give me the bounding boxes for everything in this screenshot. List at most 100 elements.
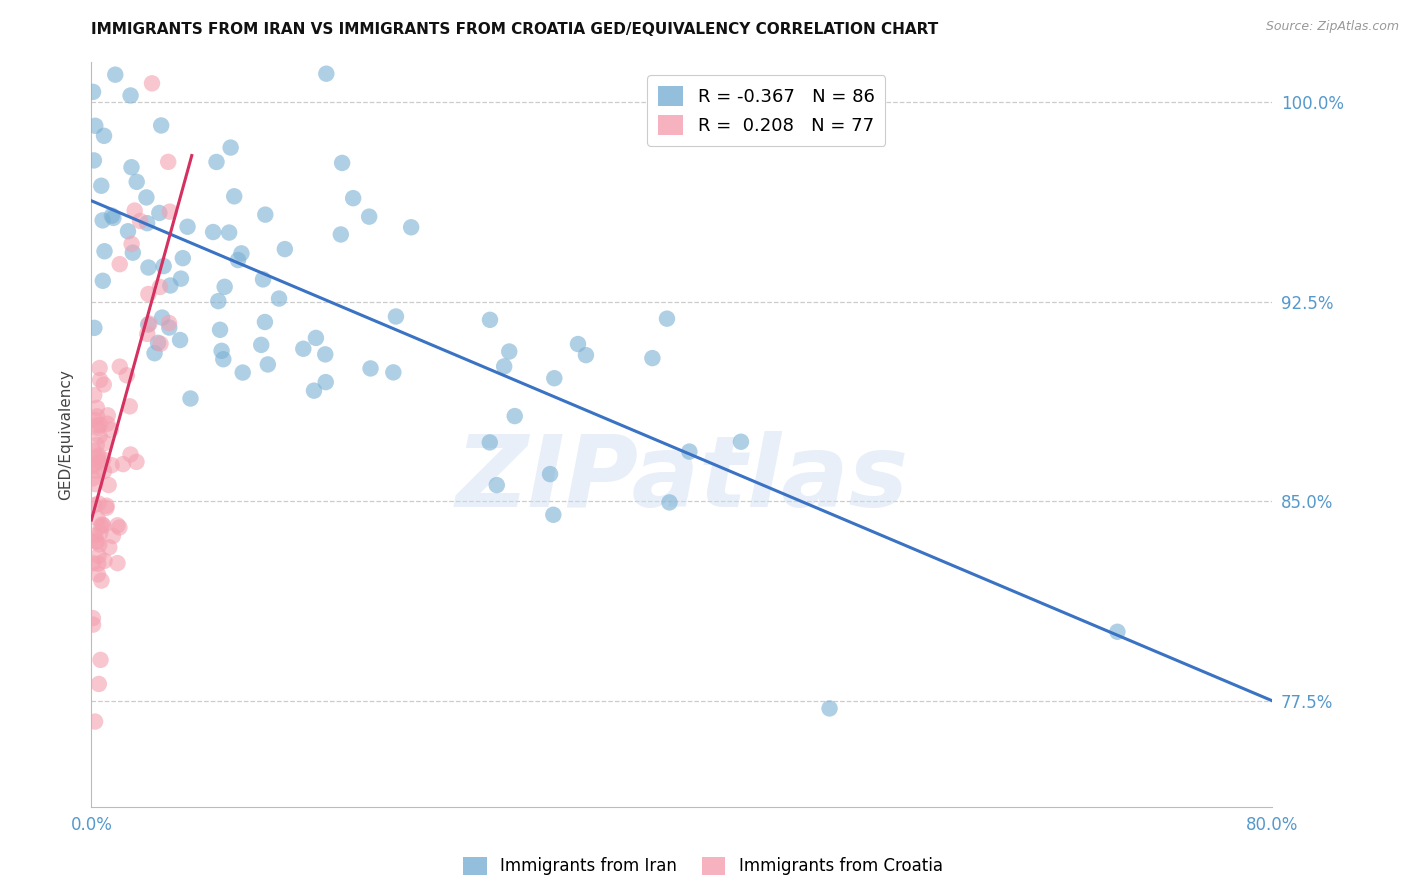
Point — [503, 409, 526, 423]
Point — [567, 337, 589, 351]
Point — [302, 384, 325, 398]
Point — [94, 436, 117, 450]
Point — [478, 435, 501, 450]
Point — [83, 388, 105, 402]
Point — [83, 153, 105, 168]
Point — [87, 455, 110, 469]
Point — [342, 191, 364, 205]
Point — [101, 209, 124, 223]
Point — [138, 260, 160, 275]
Point — [87, 421, 110, 435]
Point — [129, 214, 152, 228]
Point — [205, 155, 228, 169]
Point — [115, 368, 138, 383]
Point — [84, 119, 107, 133]
Point — [82, 458, 104, 472]
Point — [96, 500, 118, 515]
Point — [138, 317, 160, 331]
Point — [91, 452, 114, 467]
Point — [179, 392, 201, 406]
Point — [83, 498, 105, 512]
Point — [224, 189, 246, 203]
Point — [89, 537, 111, 551]
Text: IMMIGRANTS FROM IRAN VS IMMIGRANTS FROM CROATIA GED/EQUIVALENCY CORRELATION CHAR: IMMIGRANTS FROM IRAN VS IMMIGRANTS FROM … — [91, 22, 939, 37]
Point — [97, 478, 120, 492]
Point — [655, 311, 678, 326]
Point — [152, 259, 174, 273]
Point — [136, 318, 159, 332]
Point — [108, 257, 131, 271]
Point — [82, 611, 104, 625]
Point — [120, 448, 142, 462]
Point — [89, 417, 111, 432]
Point — [87, 557, 110, 571]
Point — [91, 518, 114, 533]
Point — [86, 401, 108, 415]
Point — [211, 343, 233, 358]
Point — [89, 526, 111, 541]
Point — [256, 358, 278, 372]
Point — [103, 211, 125, 225]
Point — [315, 67, 337, 81]
Point — [82, 85, 104, 99]
Point — [176, 219, 198, 234]
Point — [93, 377, 115, 392]
Point — [120, 88, 142, 103]
Point — [91, 274, 114, 288]
Point — [101, 529, 124, 543]
Point — [82, 617, 104, 632]
Point — [124, 203, 146, 218]
Point — [93, 464, 115, 478]
Point — [494, 359, 516, 374]
Legend: R = -0.367   N = 86, R =  0.208   N = 77: R = -0.367 N = 86, R = 0.208 N = 77 — [647, 75, 886, 145]
Point — [385, 310, 408, 324]
Point — [399, 220, 422, 235]
Point — [93, 244, 115, 259]
Point — [359, 210, 381, 224]
Point — [86, 511, 108, 525]
Point — [87, 549, 110, 563]
Point — [150, 310, 173, 325]
Point — [135, 190, 157, 204]
Point — [157, 154, 180, 169]
Point — [107, 518, 129, 533]
Point — [125, 175, 148, 189]
Point — [98, 541, 121, 555]
Point — [84, 533, 107, 548]
Point — [678, 444, 700, 458]
Point — [232, 366, 254, 380]
Point — [209, 323, 232, 337]
Point — [157, 316, 180, 330]
Point — [82, 471, 104, 485]
Point — [138, 287, 160, 301]
Point — [91, 213, 114, 227]
Text: ZIPatlas: ZIPatlas — [456, 431, 908, 528]
Point — [86, 418, 108, 433]
Point — [382, 365, 405, 379]
Point — [818, 701, 841, 715]
Point — [87, 450, 110, 465]
Point — [104, 68, 127, 82]
Point — [159, 278, 181, 293]
Point — [218, 226, 240, 240]
Point — [254, 208, 277, 222]
Text: Source: ZipAtlas.com: Source: ZipAtlas.com — [1265, 20, 1399, 33]
Point — [136, 216, 159, 230]
Point — [89, 361, 111, 376]
Point — [575, 348, 598, 362]
Point — [146, 335, 169, 350]
Point — [89, 429, 111, 443]
Point — [212, 352, 235, 367]
Point — [478, 313, 502, 327]
Point — [108, 520, 131, 534]
Point — [143, 346, 166, 360]
Point — [86, 409, 108, 424]
Point — [86, 534, 108, 549]
Point — [91, 517, 114, 532]
Point — [1107, 624, 1129, 639]
Point — [231, 246, 253, 260]
Point — [329, 227, 352, 242]
Point — [267, 292, 290, 306]
Point — [641, 351, 664, 365]
Point — [121, 236, 143, 251]
